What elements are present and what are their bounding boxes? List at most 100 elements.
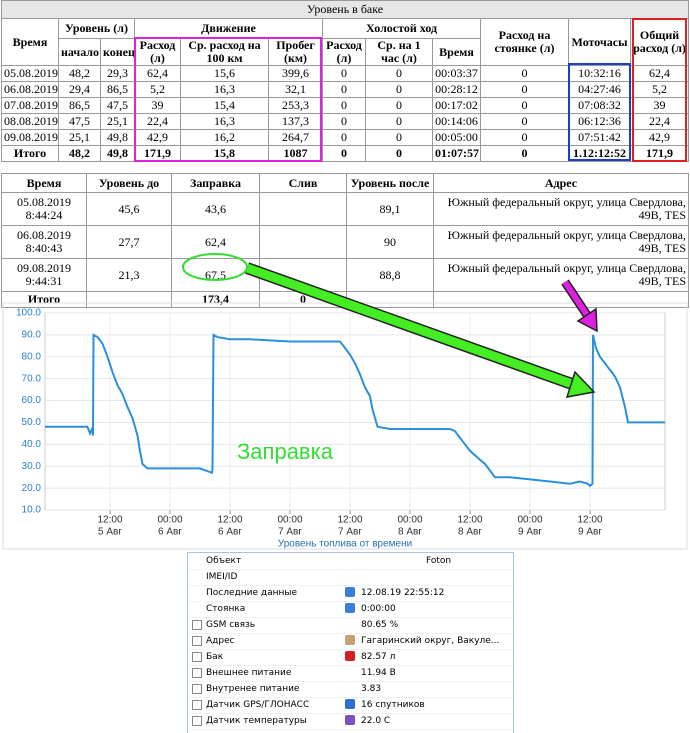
cell: 07.08.2019 bbox=[1, 97, 59, 114]
cell: 5,2 bbox=[629, 81, 690, 98]
y-tick-label: 70.0 bbox=[22, 373, 42, 384]
info-label: Стоянка bbox=[206, 604, 246, 614]
info-label: IMEI/ID bbox=[206, 572, 238, 582]
cell: 0 bbox=[365, 129, 433, 146]
chart: Уровень топлива от времени 10.0 20.0 30.0 4… bbox=[2, 302, 688, 550]
table-row: 07.08.2019 86,5 47,5 39 15,4 253,3 0 0 00:17:02 0… bbox=[1, 97, 690, 114]
header: Время bbox=[432, 38, 481, 66]
info-row: Объект Foton bbox=[188, 553, 513, 570]
cell: 06:12:36 bbox=[568, 113, 631, 130]
cell: 171,9 bbox=[629, 145, 690, 162]
cell: 399,6 bbox=[268, 65, 323, 82]
x-tick-label: 00:00 bbox=[277, 515, 302, 526]
cell: 29,4 bbox=[58, 81, 101, 98]
cell bbox=[259, 192, 347, 226]
y-tick-label: 40.0 bbox=[22, 439, 42, 450]
header: Пробег (км) bbox=[268, 38, 323, 66]
cell: 1.12:12:52 bbox=[568, 145, 631, 162]
cell bbox=[259, 225, 347, 259]
info-row: Датчик GPS/ГЛОНАСС 16 спутников bbox=[188, 697, 513, 714]
plot-area bbox=[44, 312, 666, 511]
table-row: 08.08.2019 47,5 25,1 22,4 16,3 137,3 0 0 00:14:0… bbox=[1, 113, 690, 130]
info-value: 16 спутников bbox=[361, 700, 425, 710]
y-tick-label: 90.0 bbox=[22, 330, 42, 341]
icon bbox=[345, 587, 355, 597]
cell: 171,9 bbox=[134, 145, 181, 162]
x-tick-date: 7 Авг bbox=[338, 527, 362, 538]
info-row: IMEI/ID bbox=[188, 569, 513, 586]
cell: 0 bbox=[322, 97, 366, 114]
header: Холостой ход bbox=[322, 18, 481, 39]
cell: Итого bbox=[1, 291, 87, 308]
info-label: Внутренее питание bbox=[206, 684, 300, 694]
cell: 0 bbox=[365, 97, 433, 114]
info-value: 12.08.19 22:55:12 bbox=[361, 588, 445, 598]
table-row: 09.08.2019 25,1 49,8 42,9 16,2 264,7 0 0 00:05:0… bbox=[1, 129, 690, 146]
cell: 253,3 bbox=[268, 97, 323, 114]
x-tick-label: 12:00 bbox=[457, 515, 482, 526]
info-label: Датчик температуры bbox=[206, 716, 307, 726]
cell: 10:32:16 bbox=[568, 65, 631, 82]
info-row: Датчик температуры 22.0 С bbox=[188, 713, 513, 730]
icon bbox=[345, 699, 355, 709]
cell: 48,2 bbox=[58, 65, 101, 82]
checkbox[interactable] bbox=[192, 636, 202, 646]
info-value: 22.0 С bbox=[361, 716, 391, 726]
cell: 90 bbox=[346, 225, 434, 259]
checkbox[interactable] bbox=[192, 716, 202, 726]
cell: 137,3 bbox=[268, 113, 323, 130]
x-tick-date: 8 Авг bbox=[398, 527, 422, 538]
cell: 00:17:02 bbox=[432, 97, 481, 114]
checkbox[interactable] bbox=[192, 652, 202, 662]
cell: 173,4 bbox=[171, 291, 260, 308]
cell: 21,3 bbox=[86, 258, 172, 292]
info-row: Адрес Гагаринский округ, Вакуле... bbox=[188, 633, 513, 650]
cell: 1087 bbox=[268, 145, 323, 162]
refuel-table: Время Уровень до Заправка Слив Уровень после… bbox=[1, 173, 689, 308]
checkbox[interactable] bbox=[192, 684, 202, 694]
header: Уровень до bbox=[86, 173, 172, 193]
cell: 0 bbox=[480, 113, 569, 130]
x-tick-label: 00:00 bbox=[157, 515, 182, 526]
info-panel: Объект Foton IMEI/ID Последние данные 12.08.… bbox=[187, 552, 514, 733]
header: Уровень после bbox=[346, 173, 434, 193]
cell: 22,4 bbox=[629, 113, 690, 130]
cell: 0 bbox=[480, 81, 569, 98]
info-label: Адрес bbox=[206, 636, 235, 646]
checkbox[interactable] bbox=[192, 620, 202, 630]
cell: 0 bbox=[322, 129, 366, 146]
header: Заправка bbox=[171, 173, 260, 193]
info-value: 11.94 В bbox=[361, 668, 396, 678]
header: Движение bbox=[134, 18, 323, 39]
table-row: 06.08.2019 29,4 86,5 5,2 16,3 32,1 0 0 00:28:12 0… bbox=[1, 81, 690, 98]
cell: 0 bbox=[365, 81, 433, 98]
checkbox[interactable] bbox=[192, 700, 202, 710]
x-tick-date: 9 Авг bbox=[578, 527, 602, 538]
header: Расход (л) bbox=[134, 38, 181, 66]
checkbox[interactable] bbox=[192, 668, 202, 678]
cell: 08.08.2019 bbox=[1, 113, 59, 130]
y-tick-label: 30.0 bbox=[22, 461, 42, 472]
table-row: Итого 48,2 49,8 171,9 15,8 1087 0 0 01:07:57 0 1.1… bbox=[1, 145, 690, 162]
cell: 47,5 bbox=[100, 97, 135, 114]
cell: 0 bbox=[365, 145, 433, 162]
info-label: Последние данные bbox=[206, 588, 298, 598]
icon bbox=[345, 603, 355, 613]
cell: 04:27:46 bbox=[568, 81, 631, 98]
cell: 86,5 bbox=[100, 81, 135, 98]
cell: 88,8 bbox=[346, 258, 434, 292]
x-tick-label: 12:00 bbox=[337, 515, 362, 526]
x-tick-date: 6 Авг bbox=[218, 527, 242, 538]
cell: 00:05:00 bbox=[432, 129, 481, 146]
cell: 67,5 bbox=[171, 258, 260, 292]
info-value: Гагаринский округ, Вакуле... bbox=[361, 636, 500, 646]
cell bbox=[259, 258, 347, 292]
cell: 0 bbox=[365, 65, 433, 82]
cell: 09.08.2019 bbox=[1, 129, 59, 146]
cell: 0 bbox=[365, 113, 433, 130]
annotation: Заправка bbox=[237, 439, 334, 464]
cell: 15,8 bbox=[180, 145, 269, 162]
info-row: Бак 82.57 л bbox=[188, 649, 513, 666]
y-tick-label: 80.0 bbox=[22, 351, 42, 362]
cell: 264,7 bbox=[268, 129, 323, 146]
